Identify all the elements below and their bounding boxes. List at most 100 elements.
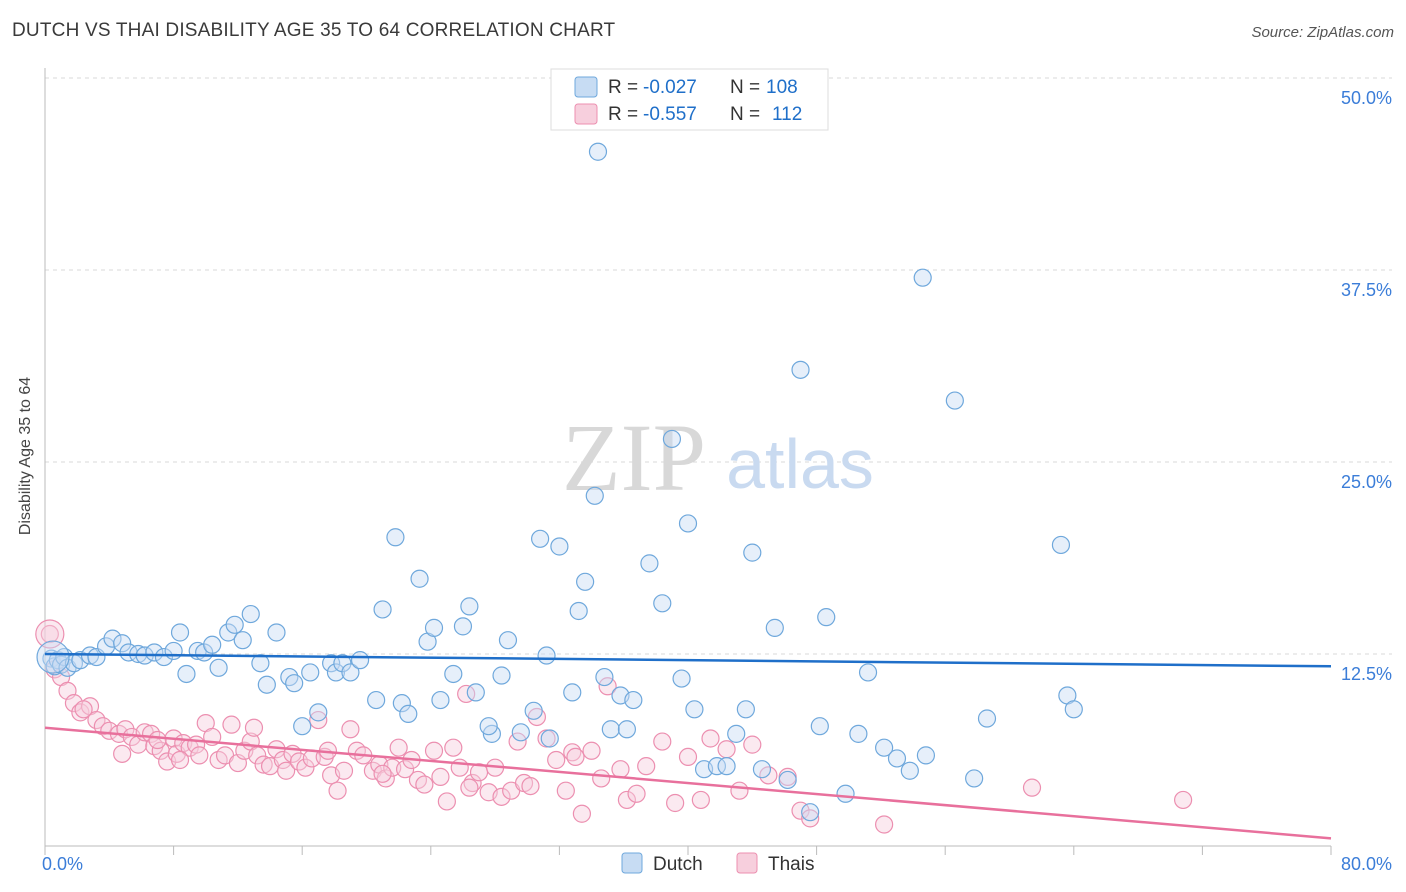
bottom-legend-dutch-swatch [621,852,643,874]
dutch-point [170,623,190,642]
legend-thai-swatch [574,103,598,125]
legend-dutch-r-value: -0.027 [643,77,697,98]
thais-point [730,781,749,800]
legend-dutch-n-label: N = [730,77,760,98]
dutch-point [727,724,746,743]
bottom-legend-thai-swatch [736,852,758,874]
thais-point [244,718,264,737]
thais-point [113,744,132,763]
dutch-point [550,537,569,556]
thais-point [341,720,360,739]
dutch-point [672,669,691,688]
dutch-point [233,631,252,650]
dutch-point [576,572,595,591]
dutch-point [164,641,183,661]
dutch-point [617,720,637,739]
dutch-point [743,543,762,562]
legend-thai-n-label: N = [730,104,760,125]
thais-point [592,769,611,788]
dutch-point [492,666,511,685]
thais-point [627,784,646,803]
legend: R = -0.027 N = 108 R = -0.557 N = 112 [550,68,829,131]
watermark-zip: ZIP [562,404,706,511]
axes [44,68,1332,855]
dutch-point [466,683,485,702]
dutch-point [707,757,727,776]
legend-dutch-r-label: R = [608,77,638,98]
thais-point [190,746,209,765]
dutch-point [177,664,196,684]
dutch-point [916,746,936,765]
dutch-point [601,720,620,739]
thais-point [389,738,408,757]
x-tick-label-min: 0.0% [42,854,83,874]
dutch-point [801,803,820,822]
thais-point [801,809,820,828]
thais-point [74,700,93,719]
thais-point [444,738,463,757]
dutch-point [588,142,608,161]
legend-dutch-swatch [574,76,598,98]
trend-lines [44,652,1332,840]
dutch-point [817,608,836,627]
dutch-point [765,618,784,637]
dutch-point [900,761,919,780]
dutch-point [875,738,894,757]
dutch-point [778,770,797,790]
dutch-point-large [36,640,70,674]
dutch-point [752,760,772,779]
dutch-point [460,597,479,616]
bottom-legend-thai-label: Thais [768,854,814,875]
thais-point [617,790,637,810]
dutch-point [1051,535,1071,555]
dutch-point [367,690,386,710]
dutch-point [350,651,370,670]
thais-point [373,764,392,783]
dutch-point [145,643,164,662]
chart-title: DUTCH VS THAI DISABILITY AGE 35 TO 64 CO… [12,20,616,41]
thais-point [701,729,720,748]
source-label: Source: ZipAtlas.com [1251,24,1394,41]
thais-point [653,732,672,751]
dutch-point [585,486,604,505]
dutch-point [537,646,556,665]
thais-point [296,758,315,777]
dutch-point [241,604,260,624]
thais-point [170,750,190,770]
thais-point [437,792,456,811]
x-tick-label-max: 80.0% [1341,854,1392,874]
dutch-point [685,700,704,719]
thais-point [521,776,540,796]
dutch-point [810,717,829,736]
thais-point [547,750,566,770]
thais-point [717,740,736,759]
dutch-point [399,704,418,724]
thais-point [492,787,511,806]
thais-point [460,778,479,797]
y-tick-label: 12.5% [1341,664,1392,684]
y-tick-label: 50.0% [1341,88,1392,108]
watermark-atlas: atlas [726,425,874,503]
thais-point [566,747,585,767]
dutch-point [285,674,304,693]
y-tick-label: 25.0% [1341,472,1392,492]
dutch-point [309,703,328,722]
dutch-point [209,658,228,677]
tick-labels: 12.5% 25.0% 37.5% 50.0% 0.0% 80.0% [42,88,1392,874]
dutch-point [717,757,736,776]
thais-trend-line [44,726,1332,840]
dutch-point [103,629,122,648]
dutch-point [524,701,543,720]
dutch-point [301,663,320,682]
dutch-point [736,700,755,719]
thais-point [40,624,59,644]
dutch-point [640,554,659,573]
thais-point [328,781,347,800]
thais-point [582,741,601,760]
legend-thai-r-value: -0.557 [643,104,697,125]
dutch-point [945,391,964,410]
dutch-point [251,654,270,673]
dutch-point [424,618,444,637]
thais-point [334,761,354,780]
bottom-legend-dutch-label: Dutch [653,854,703,875]
